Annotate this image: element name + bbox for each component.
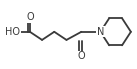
Text: O: O	[78, 51, 85, 61]
Text: O: O	[26, 12, 34, 22]
Text: HO: HO	[5, 27, 20, 37]
Text: N: N	[97, 27, 104, 37]
